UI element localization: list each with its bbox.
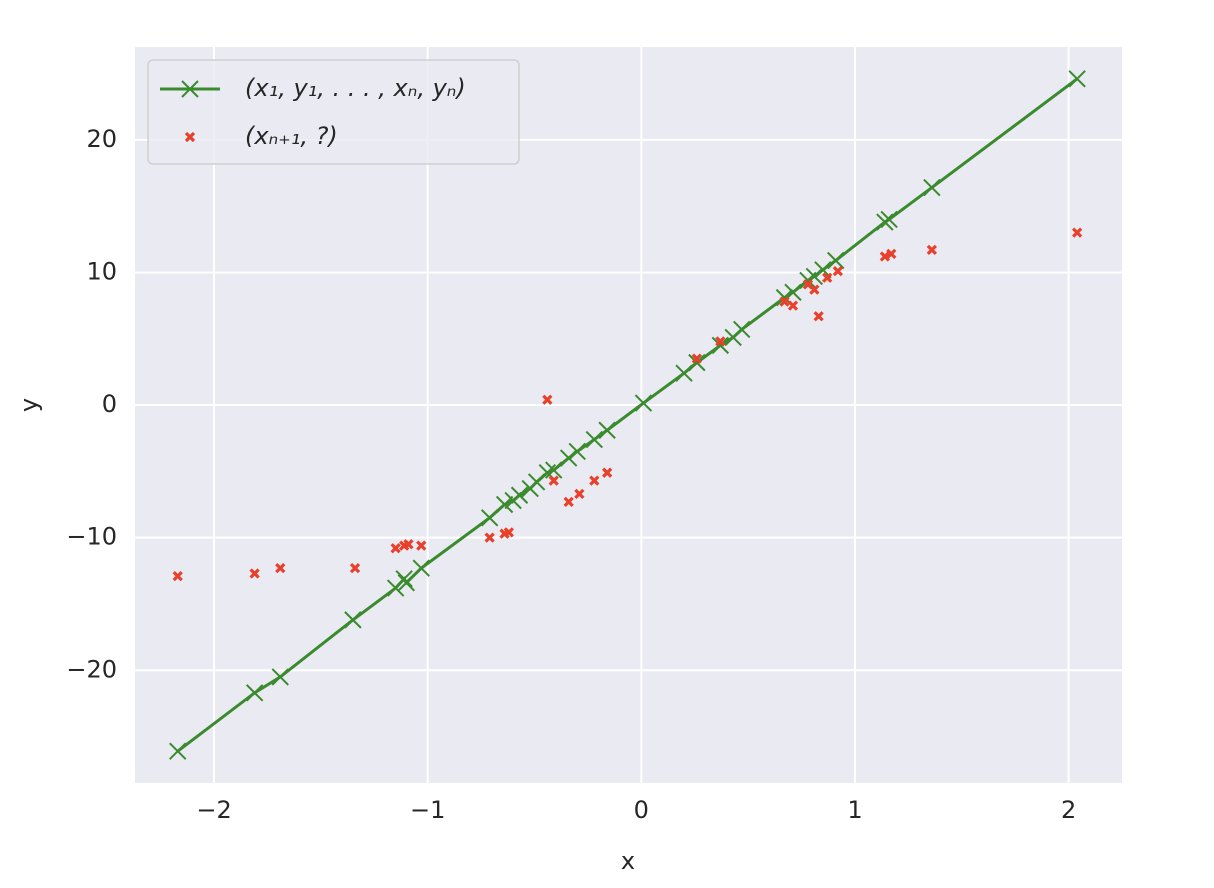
marker (397, 574, 416, 592)
legend-label: (xₙ₊₁, ?) (245, 122, 338, 150)
marker (271, 668, 289, 686)
marker (249, 568, 260, 579)
marker (876, 213, 894, 231)
x-tick-label: −1 (410, 796, 445, 824)
marker (675, 364, 693, 382)
marker (598, 421, 616, 439)
marker (827, 251, 845, 270)
marker (510, 486, 529, 504)
marker (181, 80, 199, 98)
marker (711, 336, 730, 355)
marker (542, 394, 553, 405)
marker (169, 742, 187, 760)
marker (412, 559, 430, 577)
marker (344, 611, 362, 629)
marker (779, 296, 790, 307)
marker (545, 461, 563, 479)
y-tick-label: 0 (102, 390, 117, 418)
marker (787, 300, 799, 311)
marker (879, 251, 890, 262)
marker (822, 272, 833, 283)
marker (390, 543, 401, 554)
marker (634, 394, 653, 412)
marker (813, 311, 824, 322)
marker (416, 540, 427, 551)
marker (480, 509, 499, 527)
marker (574, 488, 585, 500)
x-tick-label: −2 (196, 796, 231, 824)
marker (585, 430, 604, 449)
marker (395, 570, 413, 588)
marker (484, 532, 495, 543)
marker (880, 210, 898, 229)
x-tick-label: 0 (634, 796, 649, 824)
marker (245, 684, 264, 702)
y-tick-label: 20 (86, 125, 117, 153)
marker (403, 539, 414, 550)
marker (688, 353, 706, 372)
marker (568, 442, 586, 461)
marker (1072, 227, 1083, 238)
marker (563, 496, 574, 507)
marker (589, 475, 600, 486)
marker (715, 336, 726, 347)
marker (926, 244, 937, 256)
marker (832, 265, 843, 277)
marker (503, 527, 514, 538)
marker (184, 131, 196, 143)
marker (691, 353, 702, 364)
x-tick-label: 1 (847, 796, 862, 824)
marker (275, 563, 286, 574)
y-tick-label: −10 (66, 523, 117, 551)
legend-label: (x₁, y₁, . . . , xₙ, yₙ) (245, 74, 466, 102)
marker (349, 563, 361, 574)
y-tick-label: 10 (86, 257, 117, 285)
marker (172, 570, 183, 582)
marker (886, 248, 897, 260)
x-tick-label: 2 (1061, 796, 1076, 824)
x-axis-label: x (621, 847, 635, 875)
marker (495, 495, 514, 514)
y-axis-label: y (15, 398, 43, 412)
marker (602, 467, 613, 478)
marker (923, 178, 941, 197)
marker (733, 320, 751, 339)
y-tick-label: −20 (66, 655, 117, 683)
legend-box (147, 59, 520, 165)
marker (548, 475, 559, 486)
marker (809, 284, 820, 295)
marker (559, 449, 578, 467)
marker (1068, 70, 1086, 88)
